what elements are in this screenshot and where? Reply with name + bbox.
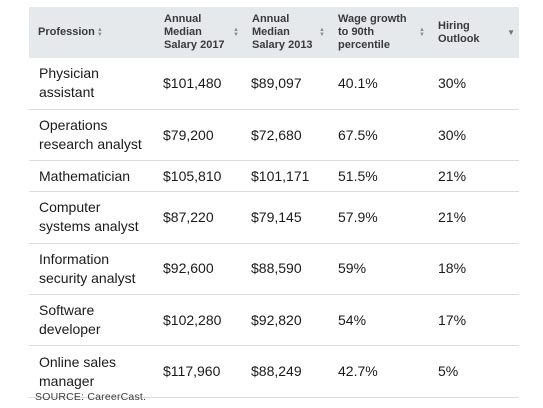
column-header-label: Profession xyxy=(38,26,95,38)
table-row: Information security analyst $92,600 $88… xyxy=(29,243,519,295)
table-row: Computer systems analyst $87,220 $79,145… xyxy=(29,192,519,244)
sort-icon[interactable]: ▲ ▼ xyxy=(233,26,239,38)
cell-outlook: 18% xyxy=(438,260,467,277)
cell-profession: Physician assistant xyxy=(39,65,99,101)
cell-outlook: 21% xyxy=(438,208,467,225)
cell-salary-2013: $88,249 xyxy=(251,363,302,380)
table-header: Profession ▲ ▼ Annual Median Salary 2017 … xyxy=(29,7,519,58)
cell-outlook: 17% xyxy=(438,311,467,328)
sort-icon[interactable]: ▲ ▼ xyxy=(419,26,425,38)
cell-salary-2013: $72,680 xyxy=(251,126,302,143)
cell-salary-2017: $101,480 xyxy=(163,74,222,91)
column-header-label: Hiring Outlook xyxy=(438,19,480,45)
column-header-hiring-outlook[interactable]: Hiring Outlook ▼ xyxy=(429,7,519,58)
cell-outlook: 30% xyxy=(438,126,467,143)
cell-outlook: 21% xyxy=(438,167,467,184)
table-row: Operations research analyst $79,200 $72,… xyxy=(29,109,519,161)
column-header-label: Annual Median Salary 2013 xyxy=(252,13,313,51)
column-header-label: Annual Median Salary 2017 xyxy=(164,13,225,51)
profession-table: Profession ▲ ▼ Annual Median Salary 2017 … xyxy=(29,7,519,398)
cell-profession: Operations research analyst xyxy=(39,117,142,153)
table-row: Online sales manager $117,960 $88,249 42… xyxy=(29,346,519,398)
cell-wage-growth: 57.9% xyxy=(338,208,378,225)
column-header-wage-growth[interactable]: Wage growth to 90th percentile ▲ ▼ xyxy=(329,7,429,58)
cell-salary-2017: $102,280 xyxy=(163,311,222,328)
cell-salary-2017: $87,220 xyxy=(163,208,214,225)
cell-outlook: 30% xyxy=(438,74,467,91)
cell-wage-growth: 40.1% xyxy=(338,74,378,91)
cell-wage-growth: 42.7% xyxy=(338,363,378,380)
cell-wage-growth: 67.5% xyxy=(338,126,378,143)
source-note: SOURCE: CareerCast. xyxy=(35,391,147,403)
cell-salary-2017: $105,810 xyxy=(163,167,222,184)
cell-profession: Computer systems analyst xyxy=(39,199,139,235)
table-row: Physician assistant $101,480 $89,097 40.… xyxy=(29,58,519,110)
column-header-salary-2017[interactable]: Annual Median Salary 2017 ▲ ▼ xyxy=(155,7,243,58)
sort-icon[interactable]: ▲ ▼ xyxy=(319,26,325,38)
cell-salary-2013: $101,171 xyxy=(251,167,310,184)
cell-salary-2017: $92,600 xyxy=(163,260,214,277)
table-row: Mathematician $105,810 $101,171 51.5% 21… xyxy=(29,161,519,192)
cell-salary-2013: $88,590 xyxy=(251,260,302,277)
cell-salary-2013: $89,097 xyxy=(251,74,302,91)
column-header-profession[interactable]: Profession ▲ ▼ xyxy=(29,7,155,58)
cell-profession: Information security analyst xyxy=(39,250,136,286)
cell-profession: Mathematician xyxy=(39,167,131,184)
header-row: Profession ▲ ▼ Annual Median Salary 2017 … xyxy=(29,7,519,58)
cell-wage-growth: 51.5% xyxy=(338,167,378,184)
cell-outlook: 5% xyxy=(438,363,459,380)
column-header-label: Wage growth to 90th percentile xyxy=(338,13,407,51)
cell-wage-growth: 59% xyxy=(338,260,367,277)
sort-icon[interactable]: ▲ ▼ xyxy=(96,26,103,38)
cell-salary-2017: $79,200 xyxy=(163,126,214,143)
cell-salary-2013: $79,145 xyxy=(251,208,302,225)
cell-wage-growth: 54% xyxy=(338,311,367,328)
cell-profession: Online sales manager xyxy=(39,353,117,389)
column-header-salary-2013[interactable]: Annual Median Salary 2013 ▲ ▼ xyxy=(243,7,329,58)
table-body: Physician assistant $101,480 $89,097 40.… xyxy=(29,58,519,398)
table-row: Software developer $102,280 $92,820 54% … xyxy=(29,295,519,346)
cell-salary-2013: $92,820 xyxy=(251,311,302,328)
cell-profession: Software developer xyxy=(39,302,101,338)
chevron-down-icon[interactable]: ▼ xyxy=(507,28,515,37)
cell-salary-2017: $117,960 xyxy=(163,363,221,380)
